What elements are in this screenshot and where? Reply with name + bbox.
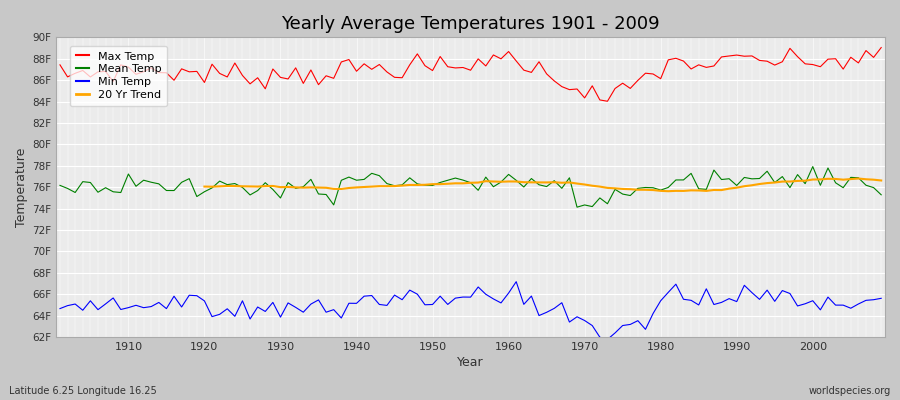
Text: worldspecies.org: worldspecies.org <box>809 386 891 396</box>
Legend: Max Temp, Mean Temp, Min Temp, 20 Yr Trend: Max Temp, Mean Temp, Min Temp, 20 Yr Tre… <box>70 46 167 106</box>
Y-axis label: Temperature: Temperature <box>15 148 28 227</box>
Text: Latitude 6.25 Longitude 16.25: Latitude 6.25 Longitude 16.25 <box>9 386 157 396</box>
Title: Yearly Average Temperatures 1901 - 2009: Yearly Average Temperatures 1901 - 2009 <box>282 15 660 33</box>
X-axis label: Year: Year <box>457 356 484 369</box>
